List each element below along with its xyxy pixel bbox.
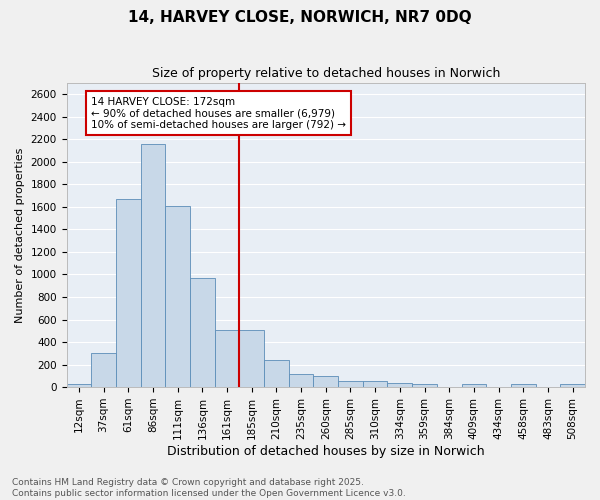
Bar [140, 144, 165, 387]
Bar [289, 374, 313, 387]
Bar [91, 354, 116, 387]
Bar [313, 376, 338, 387]
Bar [215, 330, 239, 387]
Y-axis label: Number of detached properties: Number of detached properties [15, 148, 25, 323]
Bar [338, 382, 363, 387]
Bar [264, 360, 289, 387]
Bar [67, 384, 91, 387]
Text: Contains HM Land Registry data © Crown copyright and database right 2025.
Contai: Contains HM Land Registry data © Crown c… [12, 478, 406, 498]
Bar [461, 384, 486, 387]
Bar [363, 382, 388, 387]
Bar [560, 384, 585, 387]
Text: 14, HARVEY CLOSE, NORWICH, NR7 0DQ: 14, HARVEY CLOSE, NORWICH, NR7 0DQ [128, 10, 472, 25]
Bar [239, 330, 264, 387]
Bar [116, 199, 140, 387]
Bar [511, 384, 536, 387]
Title: Size of property relative to detached houses in Norwich: Size of property relative to detached ho… [152, 68, 500, 80]
Bar [190, 278, 215, 387]
X-axis label: Distribution of detached houses by size in Norwich: Distribution of detached houses by size … [167, 444, 485, 458]
Bar [412, 384, 437, 387]
Bar [165, 206, 190, 387]
Bar [388, 383, 412, 387]
Text: 14 HARVEY CLOSE: 172sqm
← 90% of detached houses are smaller (6,979)
10% of semi: 14 HARVEY CLOSE: 172sqm ← 90% of detache… [91, 96, 346, 130]
